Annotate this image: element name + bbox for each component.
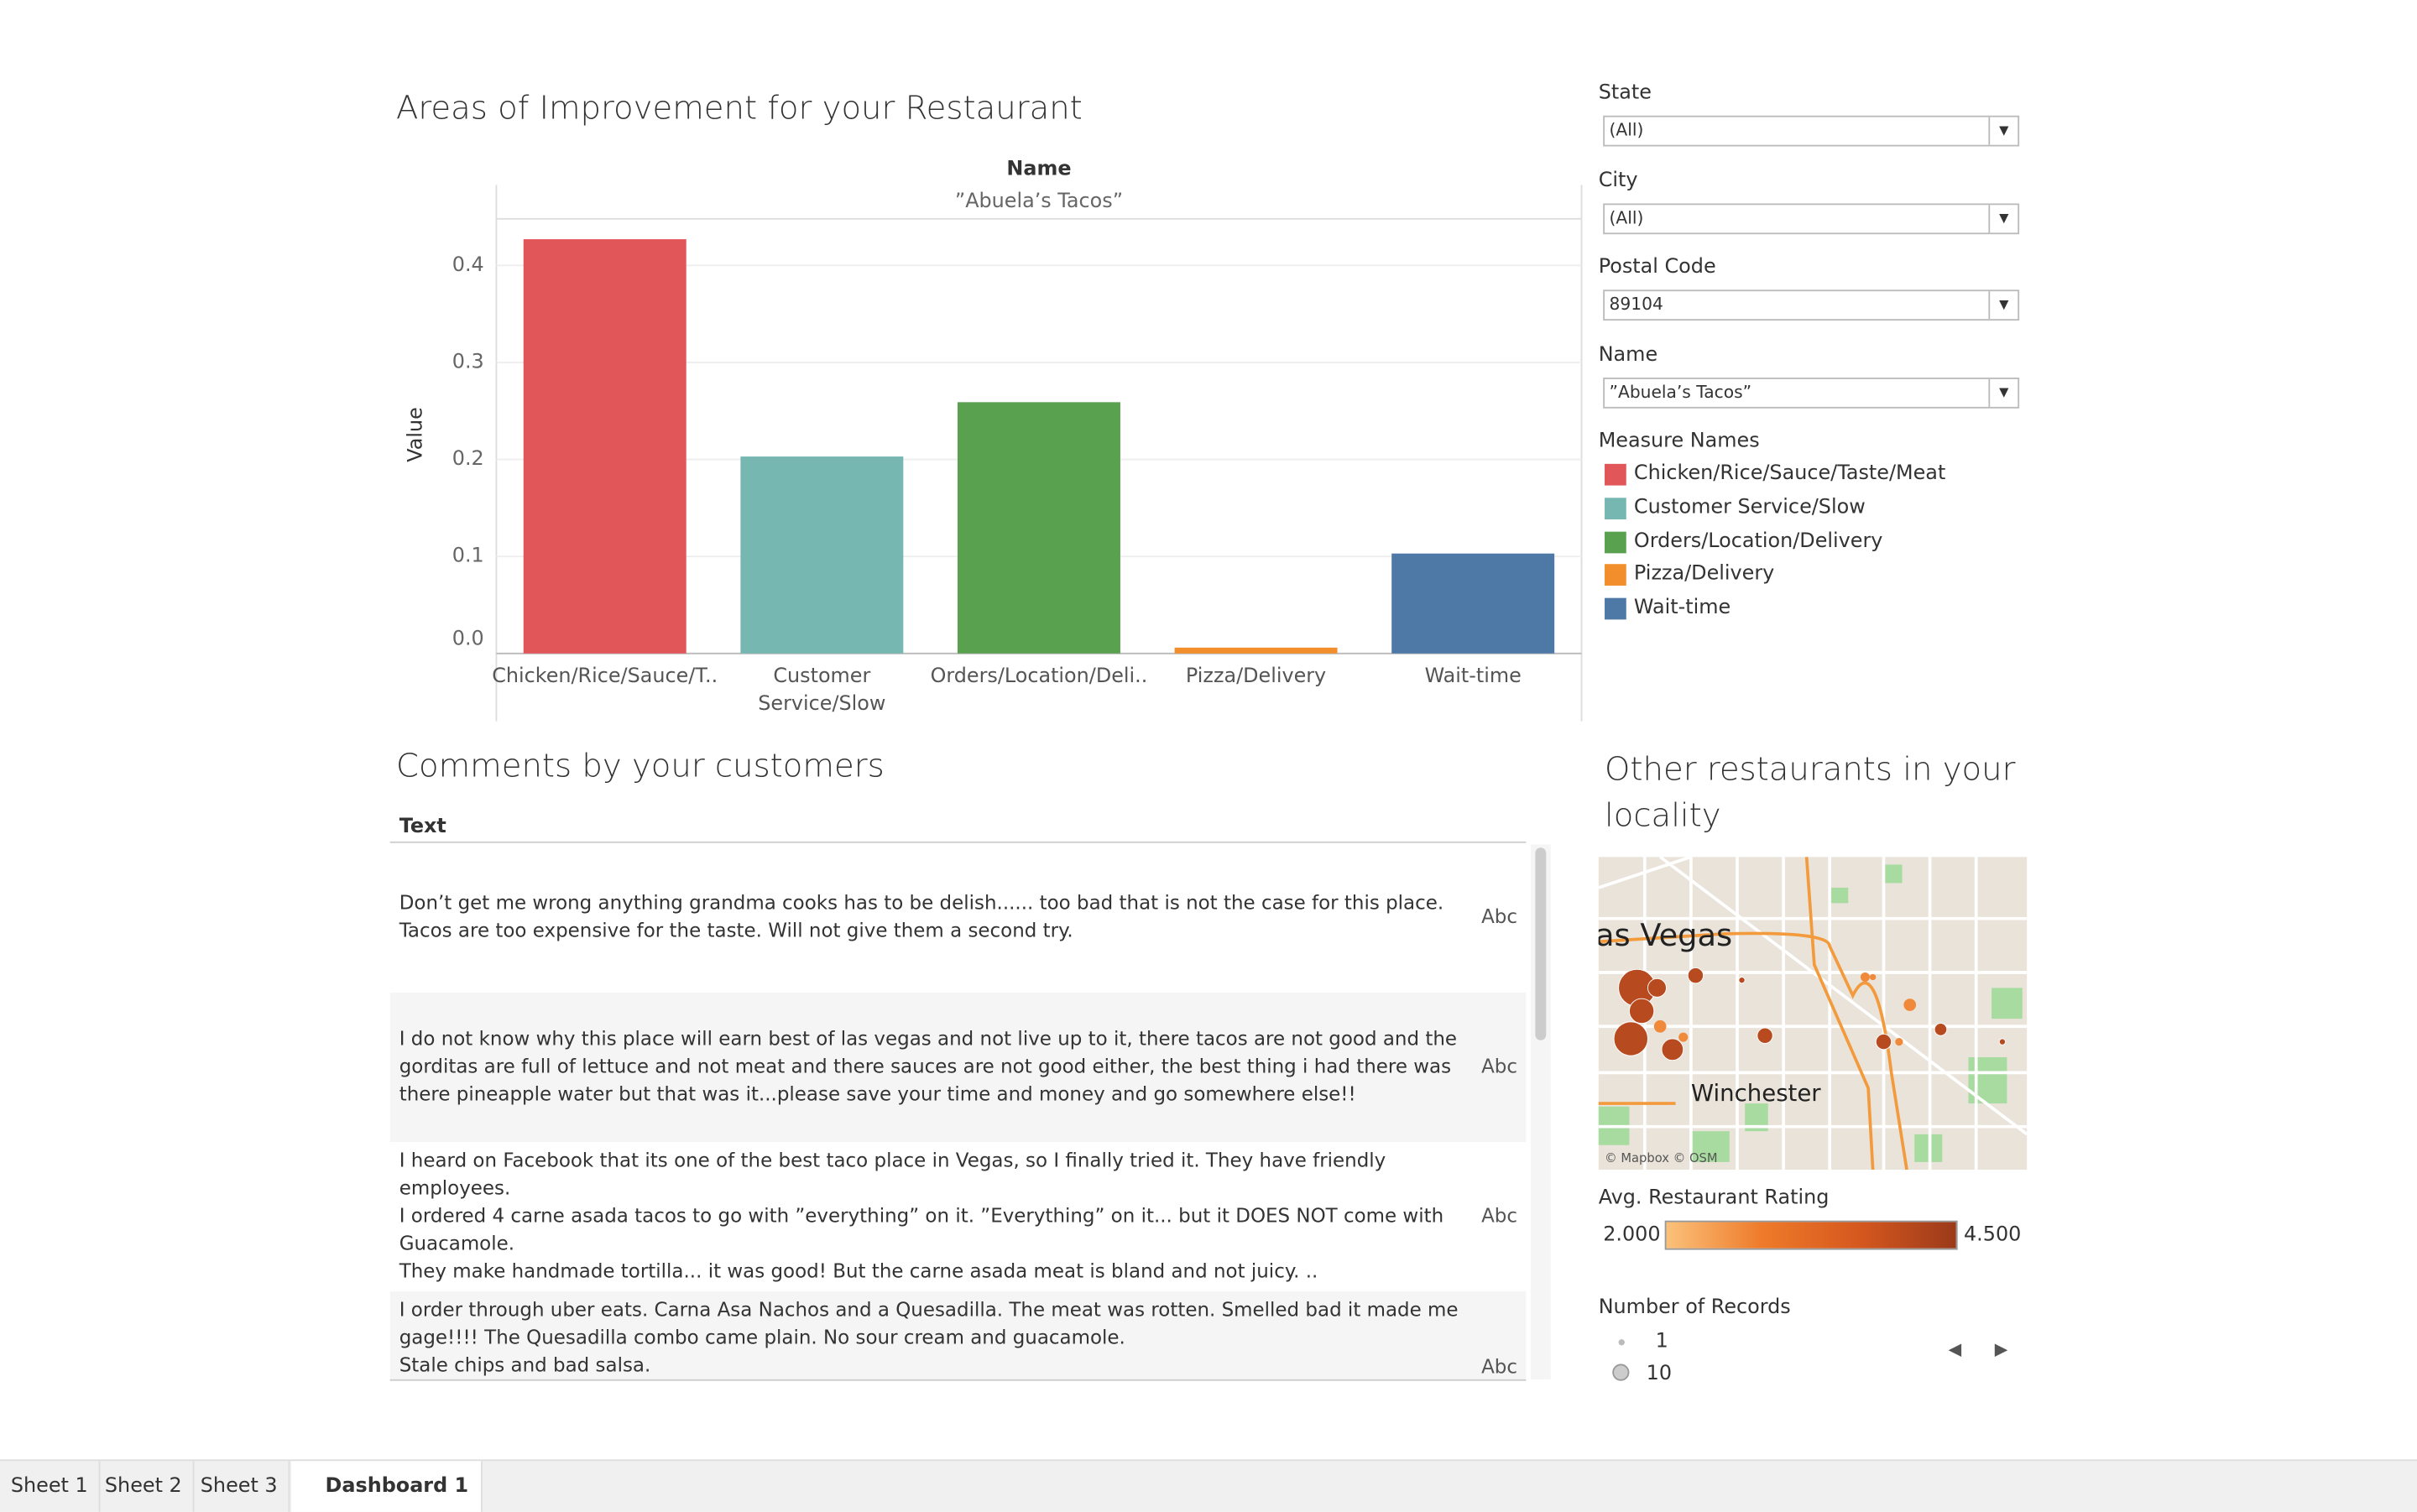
chart-title: Areas of Improvement for your Restaurant [396, 89, 1083, 127]
legend-item: Pizza/Delivery [1633, 563, 1775, 587]
bar-chart: Name ”Abuela’s Tacos” Value 0.0 0.1 0.2 0.3… [403, 157, 1583, 722]
comment-line: I order through uber eats. Carna Asa Nac… [399, 1297, 1459, 1322]
legend-swatch [1605, 497, 1626, 519]
x-tick-label: Service/Slow [758, 691, 885, 715]
comments-title: Comments by your customers [396, 747, 885, 785]
size-legend-item: 1 [1655, 1330, 1668, 1353]
dropdown[interactable]: (All) ▼ [1603, 115, 2020, 147]
size-swatch [1612, 1363, 1630, 1381]
size-legend-title: Number of Records [1598, 1296, 1791, 1320]
dropdown-value: (All) [1609, 120, 1644, 141]
scrollbar[interactable] [1530, 844, 1551, 1379]
comment-line: Tacos are too expensive for the taste. W… [399, 918, 1073, 942]
place-label: as Vegas [1599, 917, 1732, 953]
attribution: © Mapbox © OSM [1605, 1151, 1717, 1165]
bar [740, 456, 904, 654]
comment-line: gorditas are full of lettuce and not mea… [399, 1053, 1452, 1077]
map-title: Other restaurants in your locality [1605, 750, 2016, 834]
y-axis-label: Value [403, 407, 426, 462]
facet-label: ”Abuela’s Tacos” [955, 189, 1123, 212]
x-tick-label: Pizza/Delivery [1186, 664, 1326, 687]
dropdown-arrow: ▼ [1988, 204, 2018, 232]
dropdown-value: (All) [1609, 207, 1644, 227]
legend-swatch [1605, 597, 1626, 620]
comment-line: Stale chips and bad salsa. [399, 1353, 651, 1377]
legend-item: Chicken/Rice/Sauce/Taste/Meat [1633, 462, 1946, 486]
dropdown-value: ”Abuela’s Tacos” [1609, 381, 1752, 402]
color-legend-title: Avg. Restaurant Rating [1598, 1186, 1830, 1210]
legend-swatch [1605, 530, 1626, 553]
filter-label: Postal Code [1598, 255, 1716, 279]
legend-item: Customer Service/Slow [1633, 496, 1866, 519]
bar [957, 402, 1120, 654]
comment-marker: Abc [1481, 1053, 1518, 1077]
y-tick-label: 0.3 [452, 349, 484, 373]
sheet-tab[interactable]: Sheet 3 [190, 1461, 290, 1512]
bar [523, 239, 686, 654]
comment-line: They make handmade tortilla... it was go… [399, 1258, 1318, 1282]
comment-marker: Abc [1481, 905, 1518, 928]
dropdown-arrow: ▼ [1988, 378, 2018, 406]
size-legend-item: 10 [1646, 1362, 1673, 1386]
comment-row: I do not know why this place will earn b… [389, 992, 1527, 1143]
divider [389, 1379, 1527, 1381]
comments-table: Don’t get me wrong anything grandma cook… [389, 844, 1527, 1379]
column-header: Text [399, 815, 446, 839]
comment-line: I heard on Facebook that its one of the … [399, 1147, 1386, 1170]
sheet-tab[interactable]: Sheet 2 [94, 1461, 195, 1512]
x-tick-label: Wait-time [1425, 664, 1522, 687]
place-label: Winchester [1691, 1080, 1821, 1107]
tab-bar: Sheet 1 Sheet 2 Sheet 3 Dashboard 1 [0, 1459, 2417, 1512]
y-tick-label: 0.1 [452, 544, 484, 567]
comment-marker: Abc [1481, 1202, 1518, 1227]
legend-swatch [1605, 463, 1626, 486]
comment-line: gage!!!! The Quesadilla combo came plain… [399, 1325, 1125, 1349]
x-tick-label: Customer [773, 664, 870, 687]
y-tick-label: 0.4 [452, 253, 484, 276]
comment-marker: Abc [1481, 1354, 1518, 1379]
comment-row: Don’t get me wrong anything grandma cook… [389, 844, 1527, 993]
comment-line: I ordered 4 carne asada tacos to go with… [399, 1202, 1444, 1227]
filter-label: City [1598, 169, 1638, 192]
comment-line: Guacamole. [399, 1230, 515, 1254]
bar [1391, 553, 1555, 654]
dropdown-arrow: ▼ [1988, 117, 2018, 145]
sheet-tab[interactable]: Dashboard 1 [291, 1461, 483, 1512]
dropdown[interactable]: (All) ▼ [1603, 202, 2020, 234]
comment-line: Don’t get me wrong anything grandma cook… [399, 890, 1444, 915]
dropdown-arrow: ▼ [1988, 291, 2018, 320]
sheet-tab[interactable]: Sheet 1 [0, 1461, 101, 1512]
color-legend-max: 4.500 [1963, 1223, 2022, 1247]
dropdown[interactable]: ”Abuela’s Tacos” ▼ [1603, 377, 2020, 408]
divider [389, 841, 1527, 843]
comment-line: I do not know why this place will earn b… [399, 1025, 1458, 1049]
legend-item: Wait-time [1633, 597, 1731, 620]
prev-button[interactable]: ◀ [1948, 1339, 1962, 1359]
filter-label: State [1598, 81, 1652, 105]
legend-item: Orders/Location/Delivery [1633, 529, 1883, 553]
comment-row: I heard on Facebook that its one of the … [389, 1142, 1527, 1292]
size-swatch [1618, 1339, 1625, 1346]
next-button[interactable]: ▶ [1994, 1339, 2008, 1359]
dropdown[interactable]: 89104 ▼ [1603, 289, 2020, 321]
legend-title: Measure Names [1598, 430, 1760, 453]
comment-row: I order through uber eats. Carna Asa Nac… [389, 1291, 1527, 1379]
filter-label: Name [1598, 342, 1658, 367]
color-scale [1664, 1220, 1958, 1250]
x-tick-label: Chicken/Rice/Sauce/T.. [492, 664, 718, 687]
y-tick-label: 0.0 [452, 627, 484, 650]
comment-line: there pineapple water but that was it...… [399, 1081, 1356, 1105]
x-tick-label: Orders/Location/Deli.. [931, 664, 1148, 687]
column-header: Name [1006, 157, 1071, 180]
map: as Vegas Winchester © Mapbox © OSM [1598, 857, 2028, 1170]
y-tick-label: 0.2 [452, 446, 484, 470]
comment-line: employees. [399, 1175, 511, 1199]
legend-swatch [1605, 564, 1626, 587]
color-legend-min: 2.000 [1603, 1223, 1661, 1247]
dropdown-value: 89104 [1609, 294, 1663, 315]
bar [1174, 647, 1338, 654]
